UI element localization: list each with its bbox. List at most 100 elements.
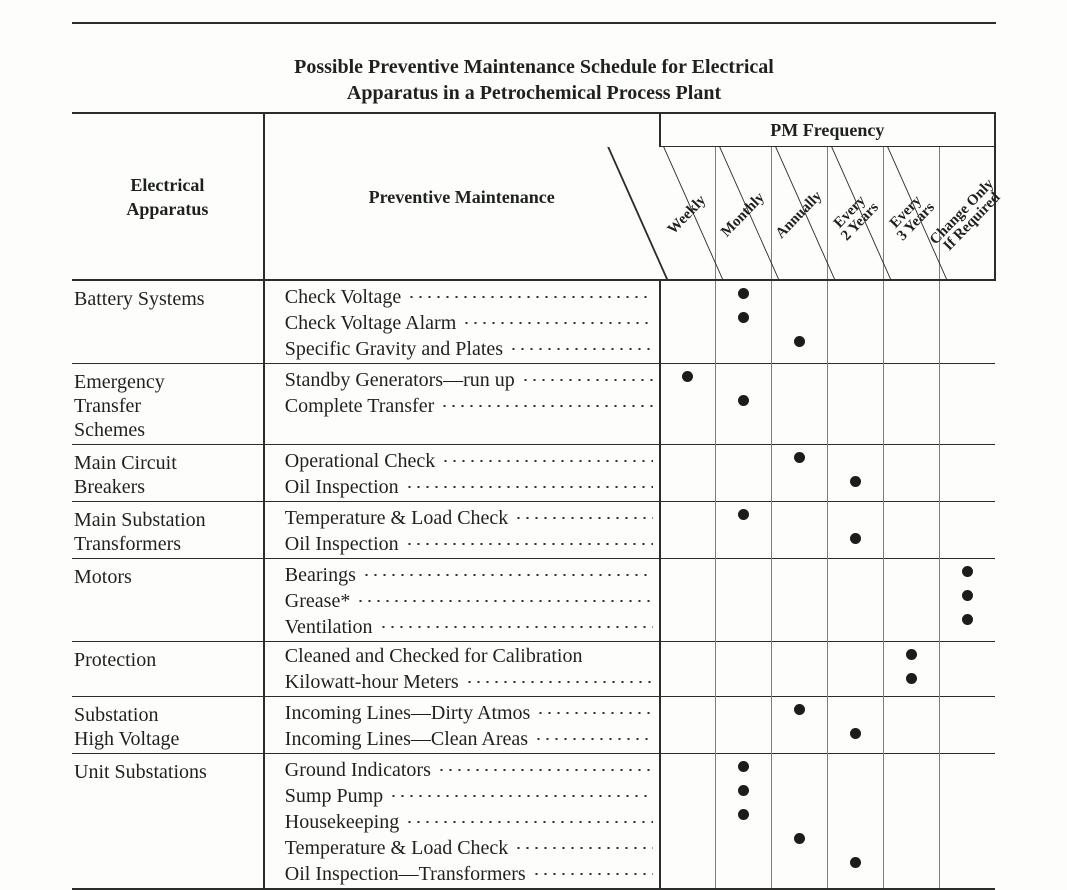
apparatus-cell: Protection bbox=[72, 642, 264, 697]
title-line-1: Possible Preventive Maintenance Schedule… bbox=[294, 56, 774, 78]
maintenance-item-label: Temperature & Load Check bbox=[285, 836, 515, 860]
dot-leader bbox=[437, 756, 653, 776]
dot-icon bbox=[850, 857, 861, 868]
freq-slot bbox=[738, 754, 749, 778]
maintenance-item: Complete Transfer bbox=[285, 392, 653, 418]
maintenance-item-label: Oil Inspection bbox=[285, 532, 405, 556]
dot-icon bbox=[794, 704, 805, 715]
freq-cell bbox=[660, 697, 716, 754]
freq-cell bbox=[939, 642, 995, 697]
maintenance-item: Oil Inspection—Transformers bbox=[285, 860, 653, 886]
dot-icon bbox=[906, 649, 917, 660]
freq-slot bbox=[962, 583, 973, 607]
maintenance-item-label: Temperature & Load Check bbox=[285, 506, 515, 530]
freq-slot bbox=[850, 469, 861, 493]
freq-cell bbox=[716, 280, 772, 364]
dot-icon bbox=[794, 452, 805, 463]
freq-cell bbox=[771, 364, 827, 445]
freq-cell bbox=[883, 445, 939, 502]
freq-cell bbox=[827, 559, 883, 642]
apparatus-cell: Main Circuit Breakers bbox=[72, 445, 264, 502]
dot-icon bbox=[850, 476, 861, 487]
freq-cell bbox=[771, 642, 827, 697]
dot-icon bbox=[738, 809, 749, 820]
freq-slot bbox=[850, 721, 861, 745]
freq-cell bbox=[939, 754, 995, 890]
maintenance-item: Oil Inspection bbox=[285, 530, 653, 556]
dot-leader bbox=[465, 668, 653, 688]
freq-cell bbox=[883, 364, 939, 445]
dot-icon bbox=[738, 395, 749, 406]
freq-slot bbox=[906, 666, 917, 690]
header-apparatus: Electrical Apparatus bbox=[72, 113, 264, 280]
freq-cell bbox=[660, 502, 716, 559]
maintenance-item-label: Bearings bbox=[285, 563, 362, 587]
maintenance-item: Incoming Lines—Clean Areas bbox=[285, 725, 653, 751]
dot-icon bbox=[794, 833, 805, 844]
freq-cell bbox=[883, 502, 939, 559]
dot-leader bbox=[440, 392, 652, 412]
freq-cell bbox=[716, 559, 772, 642]
maintenance-item-label: Standby Generators—run up bbox=[285, 368, 521, 392]
freq-cell bbox=[771, 697, 827, 754]
freq-cell bbox=[716, 445, 772, 502]
maintenance-item-label: Grease* bbox=[285, 589, 357, 613]
freq-cell bbox=[939, 364, 995, 445]
freq-cell bbox=[827, 697, 883, 754]
freq-cell bbox=[716, 697, 772, 754]
dot-icon bbox=[794, 336, 805, 347]
freq-cell bbox=[883, 697, 939, 754]
freq-cell bbox=[660, 559, 716, 642]
freq-cell bbox=[771, 280, 827, 364]
dot-icon bbox=[962, 566, 973, 577]
freq-cell bbox=[939, 559, 995, 642]
freq-cell bbox=[883, 280, 939, 364]
dot-leader bbox=[441, 447, 652, 467]
maintenance-item: Ground Indicators bbox=[285, 756, 653, 782]
freq-slot bbox=[794, 329, 805, 353]
maintenance-item: Specific Gravity and Plates bbox=[285, 335, 653, 361]
freq-slot bbox=[962, 607, 973, 631]
freq-slot bbox=[738, 802, 749, 826]
dot-icon bbox=[738, 509, 749, 520]
maintenance-item-label: Oil Inspection bbox=[285, 475, 405, 499]
freq-cell bbox=[827, 754, 883, 890]
dot-leader bbox=[405, 530, 653, 550]
freq-slot bbox=[962, 559, 973, 583]
maintenance-item: Incoming Lines—Dirty Atmos bbox=[285, 699, 653, 725]
maintenance-item-label: Check Voltage bbox=[285, 285, 407, 309]
dot-leader bbox=[362, 561, 653, 581]
header-maintenance-text: Preventive Maintenance bbox=[369, 187, 555, 207]
maintenance-item-label: Incoming Lines—Clean Areas bbox=[285, 727, 534, 751]
maintenance-item: Temperature & Load Check bbox=[285, 834, 653, 860]
freq-slot bbox=[850, 850, 861, 874]
dot-leader bbox=[521, 366, 653, 386]
freq-cell bbox=[827, 445, 883, 502]
dot-leader bbox=[405, 473, 653, 493]
maintenance-item: Housekeeping bbox=[285, 808, 653, 834]
dot-icon bbox=[738, 312, 749, 323]
freq-cell bbox=[883, 559, 939, 642]
maintenance-item-label: Specific Gravity and Plates bbox=[285, 337, 509, 361]
dot-leader bbox=[462, 309, 652, 329]
dot-icon bbox=[906, 673, 917, 684]
maintenance-item-label: Sump Pump bbox=[285, 784, 389, 808]
maintenance-item-label: Oil Inspection—Transformers bbox=[285, 862, 532, 886]
freq-cell bbox=[716, 642, 772, 697]
freq-slot bbox=[738, 281, 749, 305]
maintenance-cell: Standby Generators—run upComplete Transf… bbox=[264, 364, 660, 445]
freq-cell bbox=[827, 280, 883, 364]
maintenance-item-label: Complete Transfer bbox=[285, 394, 440, 418]
maintenance-item-label: Housekeeping bbox=[285, 810, 405, 834]
apparatus-cell: Unit Substations bbox=[72, 754, 264, 890]
maintenance-cell: Ground IndicatorsSump PumpHousekeepingTe… bbox=[264, 754, 660, 890]
dot-leader bbox=[405, 808, 652, 828]
freq-slot bbox=[794, 826, 805, 850]
freq-slot bbox=[738, 305, 749, 329]
freq-slot bbox=[738, 388, 749, 412]
dot-leader bbox=[514, 834, 652, 854]
freq-cell bbox=[660, 280, 716, 364]
maintenance-item-label: Incoming Lines—Dirty Atmos bbox=[285, 701, 537, 725]
freq-cell bbox=[883, 754, 939, 890]
apparatus-cell: Emergency Transfer Schemes bbox=[72, 364, 264, 445]
